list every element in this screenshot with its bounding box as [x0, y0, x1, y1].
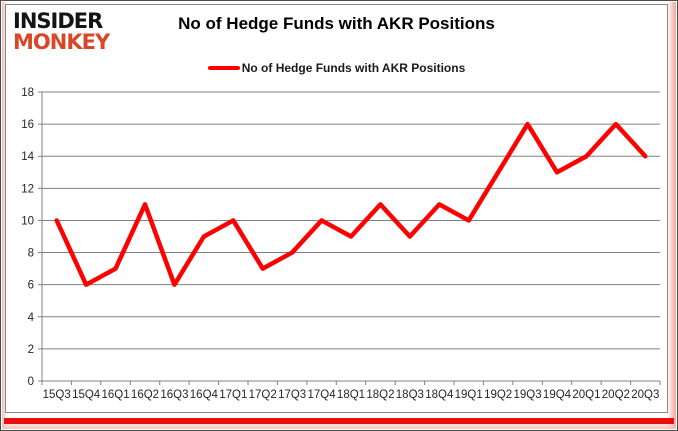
y-axis-label: 8 — [28, 248, 34, 260]
x-axis-label: 20Q3 — [631, 389, 659, 401]
x-axis-label: 17Q4 — [308, 389, 337, 401]
y-axis-label: 6 — [28, 280, 34, 292]
y-axis-label: 16 — [21, 119, 34, 131]
x-axis-label: 20Q1 — [572, 389, 600, 401]
x-axis-label: 15Q4 — [72, 389, 101, 401]
x-axis-label: 19Q2 — [484, 389, 512, 401]
x-axis-label: 16Q1 — [102, 389, 130, 401]
legend: No of Hedge Funds with AKR Positions — [6, 61, 667, 75]
x-axis-label: 18Q1 — [337, 389, 365, 401]
legend-line-swatch-icon — [207, 66, 240, 70]
series-line — [54, 121, 648, 287]
bottom-glow-decoration — [2, 420, 676, 429]
bottom-red-accent-bar — [4, 418, 674, 424]
y-axis-label: 12 — [21, 183, 34, 195]
x-axis-label: 19Q4 — [543, 389, 572, 401]
y-axis-label: 4 — [28, 312, 35, 324]
x-axis-label: 20Q2 — [602, 389, 630, 401]
chart-card: INSIDER MONKEY No of Hedge Funds with AK… — [5, 4, 668, 413]
logo-line-insider: INSIDER — [13, 9, 103, 33]
left-glow-decoration — [2, 2, 7, 429]
insider-monkey-logo: INSIDER MONKEY — [13, 9, 110, 54]
x-axis-label: 16Q4 — [190, 389, 219, 401]
x-axis-label: 18Q4 — [425, 389, 454, 401]
y-axis-label: 10 — [21, 215, 34, 227]
y-axis-label: 2 — [28, 344, 34, 356]
chart-title: No of Hedge Funds with AKR Positions — [178, 14, 495, 33]
x-axis-label: 19Q3 — [514, 389, 542, 401]
x-axis-label: 18Q3 — [396, 389, 424, 401]
x-axis-label: 17Q3 — [278, 389, 306, 401]
y-axis-label: 18 — [21, 87, 34, 99]
y-axis-label: 0 — [28, 376, 34, 388]
x-axis-label: 18Q2 — [366, 389, 394, 401]
x-axis-label: 19Q1 — [455, 389, 483, 401]
x-axis-label: 16Q3 — [160, 389, 188, 401]
x-axis-label: 17Q2 — [249, 389, 277, 401]
x-axis-label: 15Q3 — [43, 389, 71, 401]
x-axis-label: 17Q1 — [219, 389, 247, 401]
logo-line-monkey: MONKEY — [13, 30, 110, 54]
y-axis-label: 14 — [21, 151, 34, 163]
legend-label: No of Hedge Funds with AKR Positions — [241, 61, 466, 75]
right-glow-decoration — [667, 2, 676, 429]
x-axis-label: 16Q2 — [131, 389, 159, 401]
